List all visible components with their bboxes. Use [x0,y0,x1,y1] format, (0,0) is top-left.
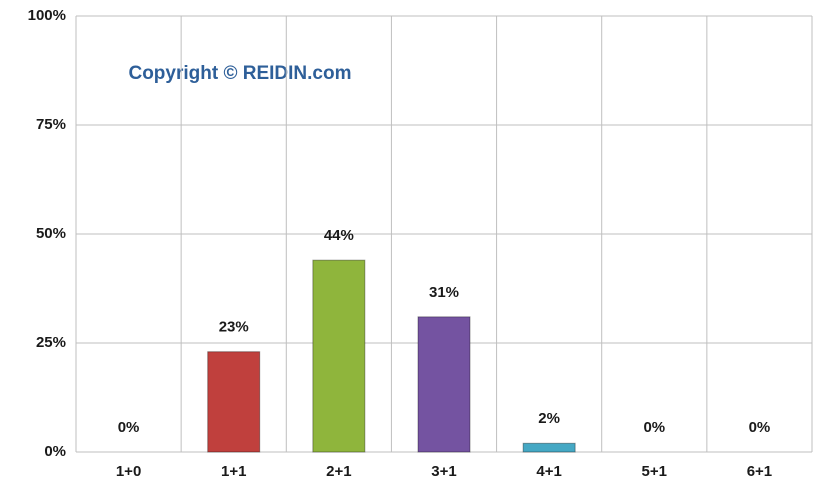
x-tick-label: 1+1 [221,463,246,480]
bar [522,442,576,453]
data-label: 0% [118,419,140,436]
x-tick-label: 3+1 [431,463,456,480]
data-label: 31% [429,284,459,301]
data-label: 44% [324,227,354,244]
x-tick-label: 4+1 [536,463,561,480]
data-label: 2% [538,410,560,427]
data-label: 0% [749,419,771,436]
y-tick-label: 0% [44,443,66,460]
x-tick-label: 5+1 [642,463,667,480]
bar [207,351,261,453]
bar [417,316,471,453]
copyright-annotation: Copyright © REIDIN.com [128,63,351,84]
bar [312,259,366,453]
x-tick-label: 1+0 [116,463,141,480]
y-tick-label: 100% [28,7,66,24]
y-tick-label: 50% [36,225,66,242]
x-tick-label: 6+1 [747,463,772,480]
x-tick-label: 2+1 [326,463,351,480]
data-label: 23% [219,319,249,336]
y-tick-label: 25% [36,334,66,351]
y-tick-label: 75% [36,116,66,133]
data-label: 0% [643,419,665,436]
